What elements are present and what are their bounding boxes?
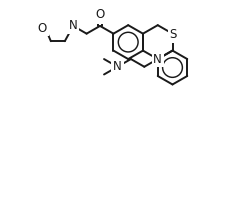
Text: O: O <box>38 21 47 34</box>
Text: N: N <box>113 60 122 73</box>
Text: S: S <box>170 28 177 41</box>
Text: N: N <box>69 20 78 33</box>
Text: O: O <box>95 8 105 21</box>
Text: N: N <box>153 53 162 66</box>
